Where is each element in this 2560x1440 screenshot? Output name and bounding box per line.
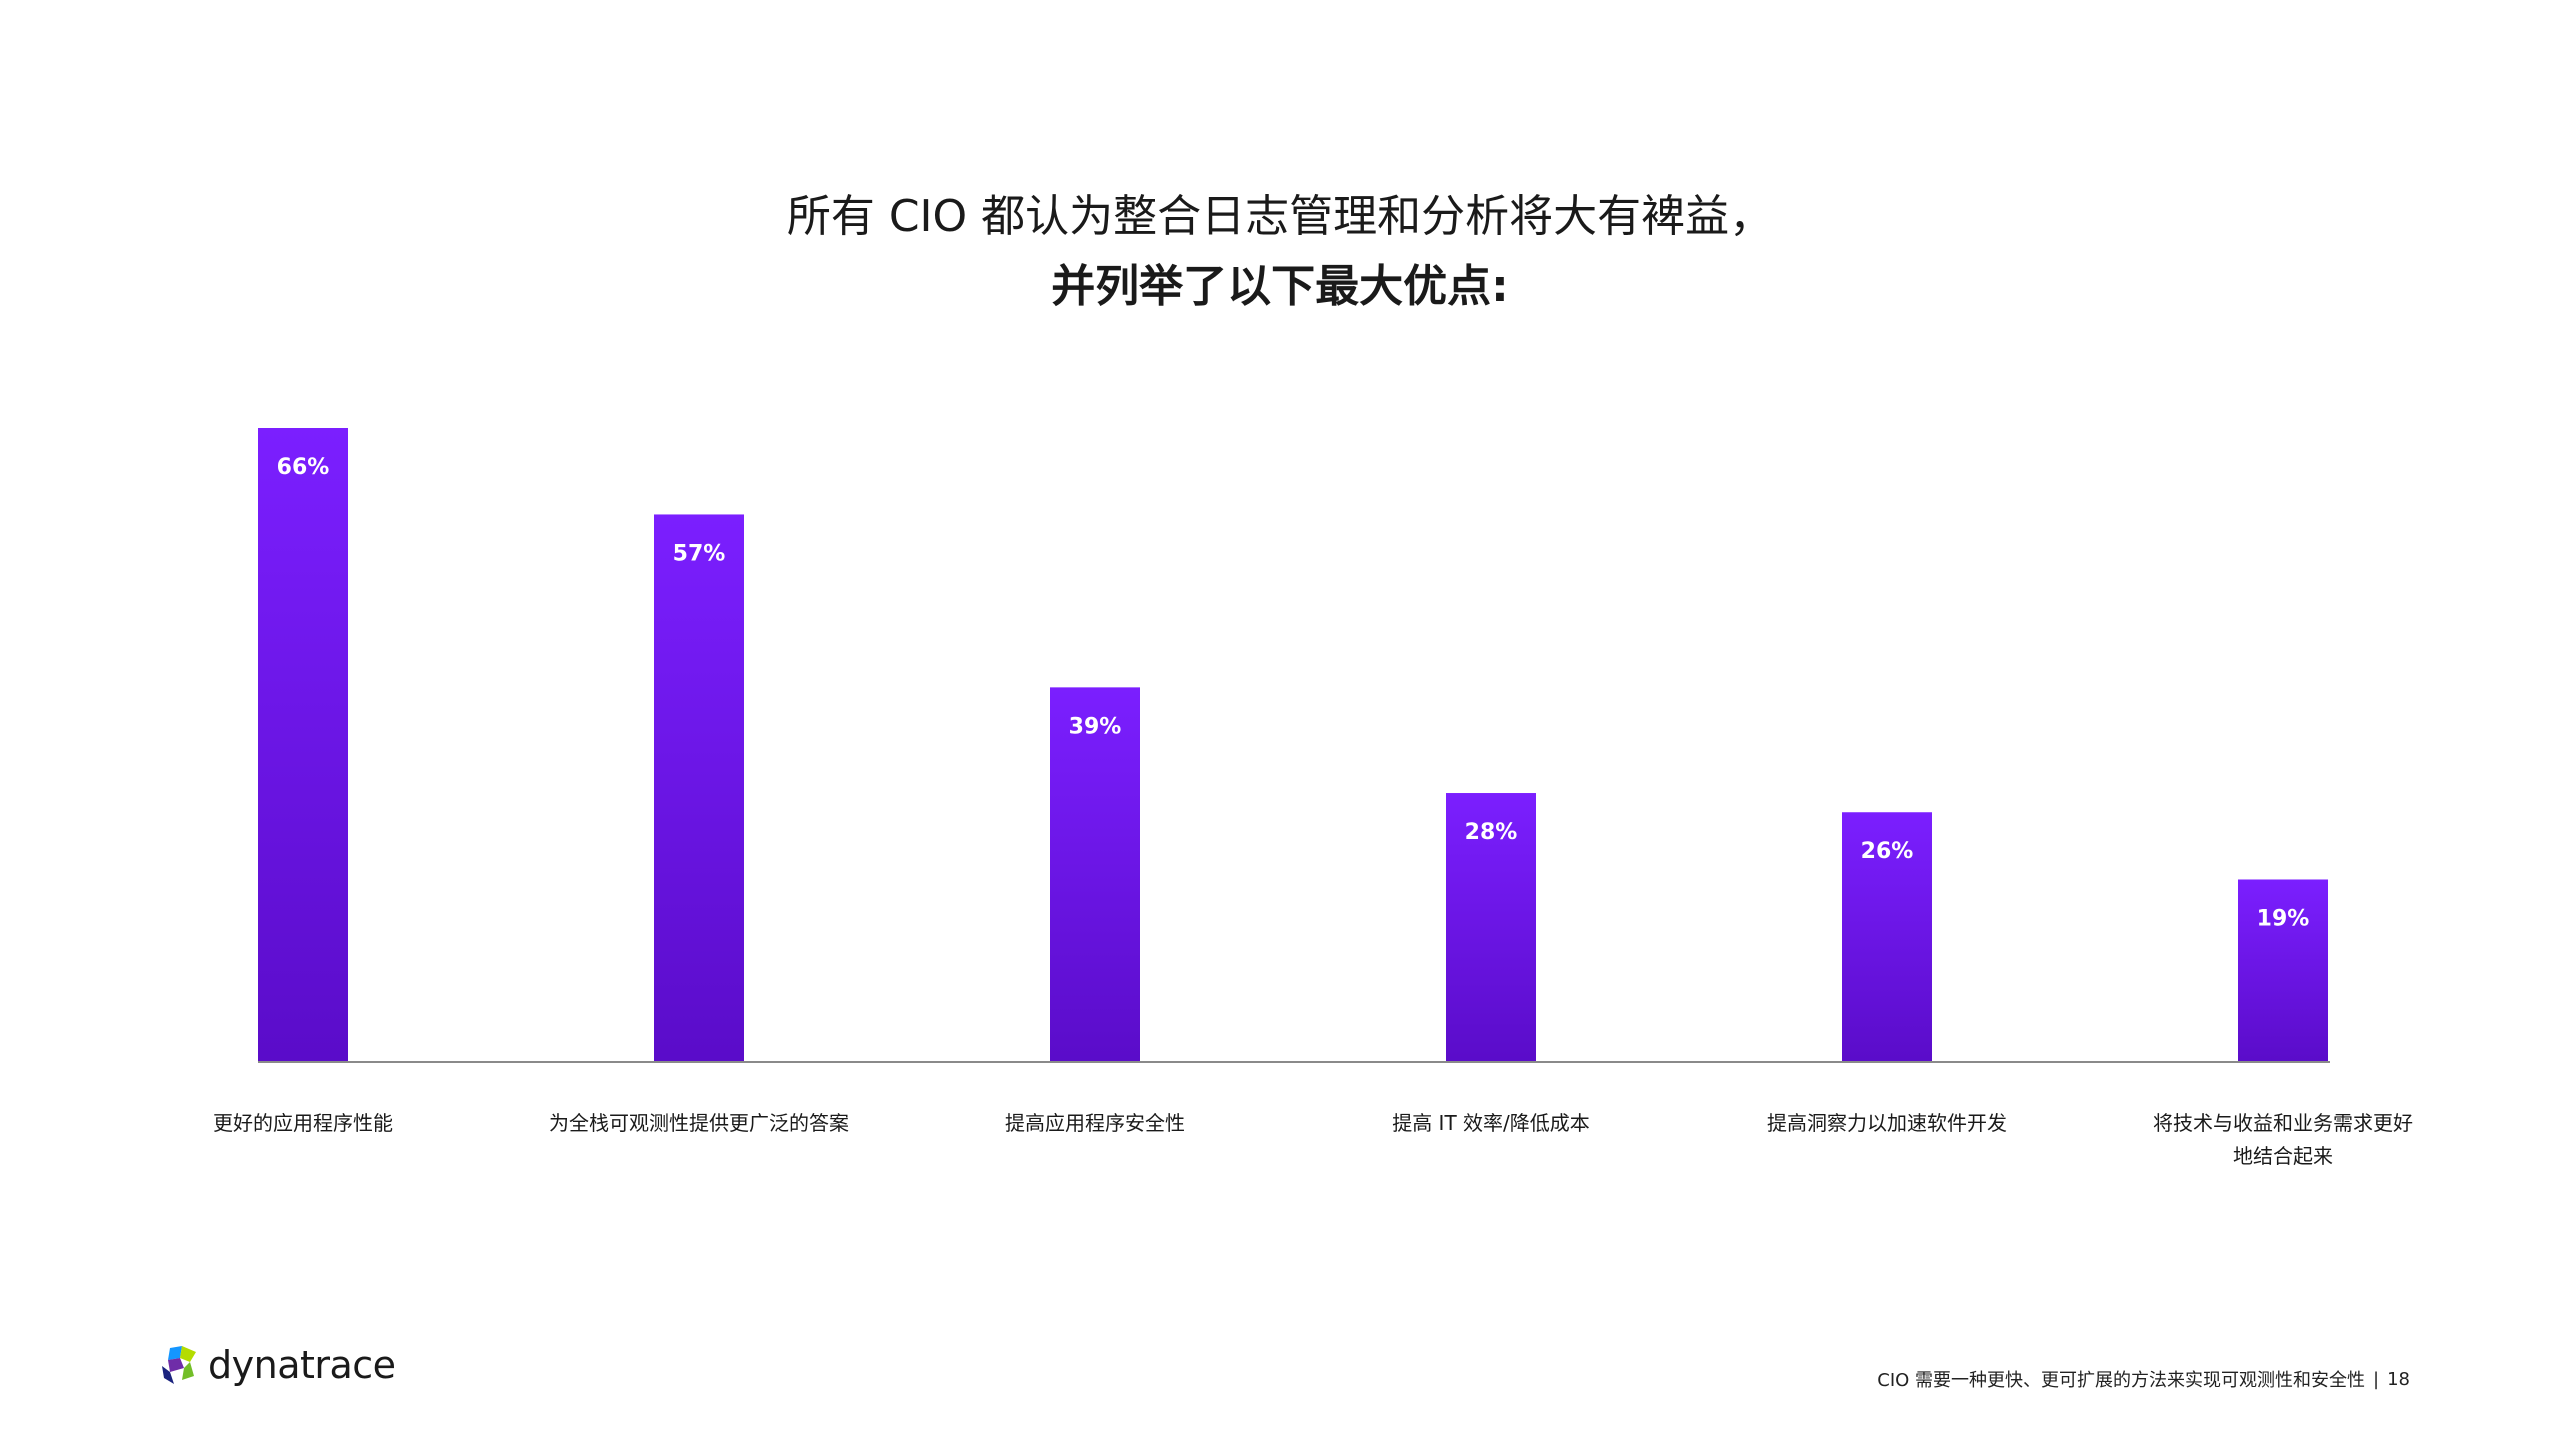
- footer-separator: |: [2373, 1368, 2380, 1390]
- brand-logo: dynatrace: [160, 1340, 396, 1390]
- bar-value-label-5: 19%: [2257, 906, 2310, 931]
- bar-4: [1842, 812, 1932, 1062]
- bar-value-label-2: 39%: [1069, 714, 1122, 739]
- footer-caption: CIO 需要一种更快、更可扩展的方法来实现可观测性和安全性 | 18: [1877, 1366, 2410, 1392]
- chart-title-block: 所有 CIO 都认为整合日志管理和分析将大有裨益， 并列举了以下最大优点:: [0, 182, 2560, 322]
- category-label-5-line-0: 将技术与收益和业务需求更好: [2153, 1111, 2413, 1135]
- chart-subtitle: 并列举了以下最大优点:: [1051, 261, 1509, 312]
- category-label-1: 为全栈可观测性提供更广泛的答案: [549, 1111, 849, 1135]
- labels-layer: 66% 更好的应用程序性能 57% 为全栈可观测性提供更广泛的答案 39% 提高应用程序安…: [213, 455, 2413, 1168]
- bar-3: [1446, 793, 1536, 1062]
- dynatrace-logo-icon: [162, 1346, 196, 1384]
- category-label-4: 提高洞察力以加速软件开发: [1767, 1111, 2007, 1135]
- category-label-0: 更好的应用程序性能: [213, 1111, 393, 1135]
- category-label-5-line-1: 地结合起来: [2233, 1144, 2333, 1168]
- page-number: 18: [2387, 1368, 2410, 1390]
- category-label-3: 提高 IT 效率/降低成本: [1392, 1111, 1590, 1135]
- bar-0: [258, 428, 348, 1062]
- bar-5: [2238, 879, 2328, 1062]
- bar-value-label-4: 26%: [1861, 839, 1914, 864]
- logo-wordmark: dynatrace: [208, 1343, 396, 1387]
- bar-2: [1050, 687, 1140, 1062]
- footer-caption-text: CIO 需要一种更快、更可扩展的方法来实现可观测性和安全性: [1877, 1370, 2366, 1391]
- bar-value-label-3: 28%: [1465, 820, 1518, 845]
- bar-1: [654, 514, 744, 1062]
- category-label-2: 提高应用程序安全性: [1005, 1111, 1185, 1135]
- bar-value-label-0: 66%: [277, 455, 330, 480]
- bar-value-label-1: 57%: [673, 541, 726, 566]
- chart-title: 所有 CIO 都认为整合日志管理和分析将大有裨益，: [786, 191, 1774, 242]
- bars-layer: [258, 428, 2328, 1062]
